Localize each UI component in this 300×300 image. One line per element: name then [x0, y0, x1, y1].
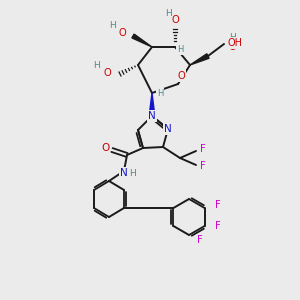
Text: F: F — [197, 235, 203, 245]
Text: H: H — [94, 61, 100, 70]
Text: N: N — [120, 168, 128, 178]
Text: H: H — [177, 46, 183, 55]
Text: F: F — [200, 161, 206, 171]
Text: H: H — [165, 8, 171, 17]
Text: OH: OH — [228, 38, 243, 48]
Text: N: N — [148, 111, 156, 121]
Text: H: H — [109, 22, 116, 31]
Text: O: O — [101, 143, 109, 153]
Polygon shape — [132, 34, 152, 47]
Text: O: O — [228, 42, 236, 52]
Text: O: O — [171, 15, 179, 25]
Polygon shape — [190, 54, 209, 65]
Text: H: H — [157, 88, 163, 98]
Text: O: O — [103, 68, 111, 78]
Text: F: F — [214, 200, 220, 210]
Text: F: F — [200, 144, 206, 154]
Text: H: H — [229, 34, 236, 43]
Polygon shape — [149, 93, 154, 113]
Text: O: O — [118, 28, 126, 38]
Text: N: N — [164, 124, 172, 134]
Text: O: O — [177, 71, 185, 81]
Text: F: F — [214, 221, 220, 231]
Text: H: H — [130, 169, 136, 178]
